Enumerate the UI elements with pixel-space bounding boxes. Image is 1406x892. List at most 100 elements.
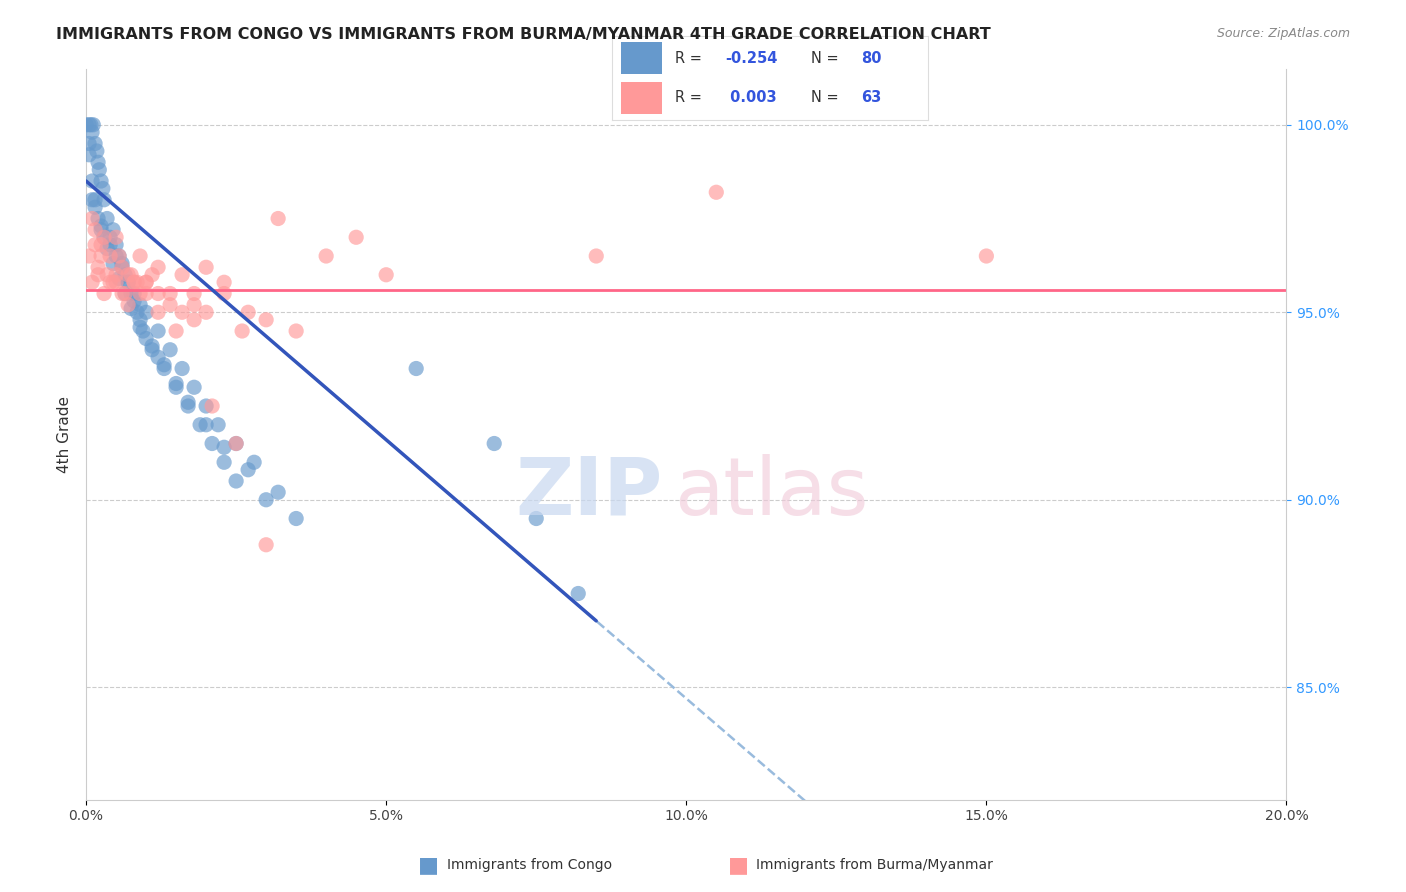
Point xyxy=(84,237,107,252)
Point xyxy=(129,298,152,312)
Point xyxy=(212,440,235,454)
Point xyxy=(177,399,200,413)
Point xyxy=(135,275,157,289)
Point xyxy=(80,174,103,188)
Y-axis label: 4th Grade: 4th Grade xyxy=(58,396,72,473)
Point xyxy=(90,219,112,233)
Point xyxy=(375,268,398,282)
Point xyxy=(101,275,124,289)
Point xyxy=(195,399,218,413)
Point xyxy=(89,162,111,177)
Point xyxy=(177,395,200,409)
Point xyxy=(129,249,152,263)
Text: Immigrants from Congo: Immigrants from Congo xyxy=(447,858,612,872)
Point xyxy=(129,286,152,301)
Point xyxy=(183,286,205,301)
Point xyxy=(98,249,121,263)
Point xyxy=(225,436,247,450)
Text: IMMIGRANTS FROM CONGO VS IMMIGRANTS FROM BURMA/MYANMAR 4TH GRADE CORRELATION CHA: IMMIGRANTS FROM CONGO VS IMMIGRANTS FROM… xyxy=(56,27,991,42)
Point xyxy=(80,125,103,139)
Point xyxy=(172,361,194,376)
Point xyxy=(98,237,121,252)
Point xyxy=(344,230,367,244)
Point xyxy=(90,249,112,263)
Point xyxy=(120,268,142,282)
Point xyxy=(524,511,547,525)
Point xyxy=(195,417,218,432)
Point xyxy=(77,148,100,162)
Point xyxy=(159,286,181,301)
Point xyxy=(96,242,118,256)
Point xyxy=(108,249,131,263)
Point xyxy=(129,312,152,326)
Point xyxy=(141,268,163,282)
Point xyxy=(77,249,100,263)
Text: 63: 63 xyxy=(862,90,882,105)
Point xyxy=(212,455,235,469)
Point xyxy=(120,286,142,301)
Point xyxy=(207,417,229,432)
Point xyxy=(482,436,505,450)
Point xyxy=(212,275,235,289)
Point xyxy=(183,298,205,312)
Point xyxy=(87,211,110,226)
Text: N =: N = xyxy=(811,90,844,105)
Point xyxy=(96,268,118,282)
Point xyxy=(122,275,145,289)
Text: 80: 80 xyxy=(862,51,882,66)
Point xyxy=(254,312,277,326)
Point xyxy=(82,118,104,132)
Point xyxy=(146,260,169,275)
Point xyxy=(146,305,169,319)
Text: N =: N = xyxy=(811,51,844,66)
Point xyxy=(405,361,427,376)
Point xyxy=(117,275,139,289)
Point xyxy=(315,249,337,263)
Point xyxy=(146,324,169,338)
Point xyxy=(101,223,124,237)
Point xyxy=(80,118,103,132)
Text: R =: R = xyxy=(675,90,706,105)
Point xyxy=(585,249,607,263)
Point xyxy=(93,193,115,207)
Bar xyxy=(621,82,662,113)
Point xyxy=(98,230,121,244)
Point xyxy=(704,186,727,200)
Point xyxy=(96,211,118,226)
Point xyxy=(159,298,181,312)
Point xyxy=(225,474,247,488)
Point xyxy=(122,286,145,301)
Point xyxy=(114,268,136,282)
Point xyxy=(120,301,142,316)
Point xyxy=(84,223,107,237)
Text: Source: ZipAtlas.com: Source: ZipAtlas.com xyxy=(1216,27,1350,40)
Point xyxy=(77,136,100,151)
Point xyxy=(567,586,589,600)
Point xyxy=(135,286,157,301)
Point xyxy=(183,312,205,326)
Point xyxy=(129,320,152,334)
Point xyxy=(111,286,134,301)
Point xyxy=(267,485,290,500)
Point xyxy=(93,286,115,301)
Point xyxy=(127,305,149,319)
Point xyxy=(87,260,110,275)
Point xyxy=(122,293,145,308)
Point xyxy=(75,118,97,132)
Point xyxy=(77,118,100,132)
Point xyxy=(111,260,134,275)
Point xyxy=(201,436,224,450)
Point xyxy=(93,230,115,244)
Point xyxy=(127,275,149,289)
Point xyxy=(90,174,112,188)
Point xyxy=(111,260,134,275)
Point xyxy=(84,136,107,151)
Point xyxy=(195,260,218,275)
Point xyxy=(243,455,266,469)
Point xyxy=(108,249,131,263)
Text: -0.254: -0.254 xyxy=(725,51,778,66)
Point xyxy=(159,343,181,357)
Point xyxy=(122,275,145,289)
Point xyxy=(132,324,155,338)
Point xyxy=(90,223,112,237)
